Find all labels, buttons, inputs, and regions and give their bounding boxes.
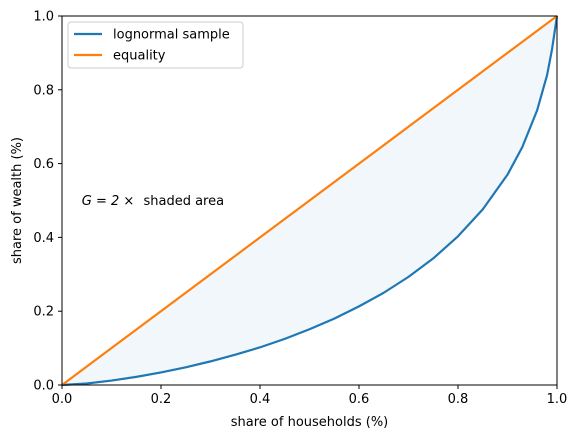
axes-frame	[61, 15, 558, 386]
gini-annotation-text: shaded area	[143, 194, 224, 209]
y-tick-label: 0.6	[33, 157, 54, 172]
legend-label-equality: equality	[113, 49, 166, 64]
legend-label-lognormal-sample: lognormal sample	[113, 28, 230, 43]
x-tick-label: 0.2	[151, 392, 172, 407]
x-tick-label: 1.0	[547, 392, 568, 407]
x-tick-label: 0.4	[250, 392, 271, 407]
y-tick-label: 0.4	[33, 231, 54, 246]
x-tick-label: 0.8	[448, 392, 469, 407]
y-tick-label: 1.0	[33, 10, 54, 25]
y-tick-label: 0.8	[33, 83, 54, 98]
y-tick-label: 0.2	[33, 305, 54, 320]
y-tick-label: 0.0	[33, 379, 54, 394]
x-axis-title: share of households (%)	[231, 415, 389, 430]
axes: 0.0 0.2 0.4 0.6 0.8 1.0 0.0 0.2 0.4 0.6 0.8 1.0	[33, 10, 567, 408]
series-line-lognormal-sample	[61, 15, 559, 387]
x-tick-label: 0.6	[349, 392, 370, 407]
y-axis-title: share of wealth (%)	[10, 137, 25, 264]
gini-annotation-formula: G = 2 ×	[82, 194, 135, 209]
series-line-equality	[61, 15, 558, 386]
legend-box	[67, 21, 244, 69]
gini-annotation: G = 2 × shaded area	[82, 194, 224, 209]
plot-area	[61, 15, 559, 387]
x-tick-label: 0.0	[52, 392, 73, 407]
legend: lognormal sample equality	[67, 21, 244, 69]
